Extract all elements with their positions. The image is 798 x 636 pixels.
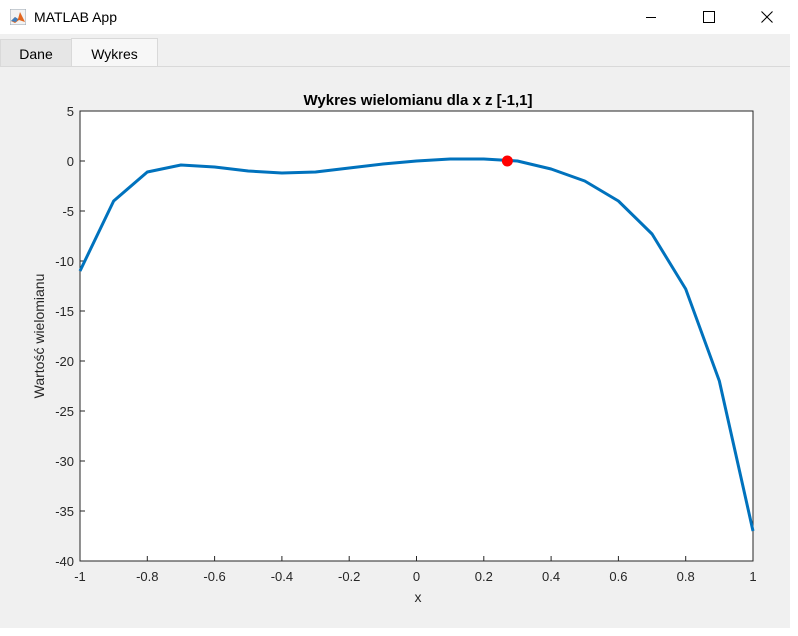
minimize-button[interactable] — [628, 0, 674, 34]
tab-dane[interactable]: Dane — [0, 39, 72, 67]
tab-wykres[interactable]: Wykres — [71, 38, 158, 68]
x-tick-label: 0.4 — [542, 569, 560, 584]
y-axis: 5 0 -5 -10 -15 -20 -25 -30 -35 -40 — [55, 104, 85, 569]
y-axis-label: Wartość wielomianu — [31, 274, 47, 399]
y-tick-label: -15 — [55, 304, 74, 319]
y-tick-label: -30 — [55, 454, 74, 469]
window-frame-bottom — [0, 628, 798, 636]
x-axis-label: x — [415, 589, 422, 605]
matlab-icon — [10, 9, 26, 25]
markers — [501, 155, 513, 167]
tab-wykres-label: Wykres — [91, 45, 138, 62]
tab-dane-label: Dane — [19, 45, 53, 62]
tab-strip: Dane Wykres — [0, 34, 798, 68]
axes-box — [79, 110, 754, 562]
x-tick-label: 0.8 — [677, 569, 695, 584]
x-tick-label: -0.8 — [136, 569, 158, 584]
x-tick-label: -0.6 — [203, 569, 225, 584]
maximize-icon — [703, 11, 715, 23]
y-tick-label: -40 — [55, 554, 74, 569]
x-tick-label: -1 — [74, 569, 86, 584]
point-marker — [501, 155, 513, 167]
window-titlebar: MATLAB App — [0, 0, 798, 34]
y-tick-label: -10 — [55, 254, 74, 269]
minimize-icon — [646, 17, 656, 18]
chart-title: Wykres wielomianu dla x z [-1,1] — [304, 92, 533, 109]
x-tick-label: 0.6 — [609, 569, 627, 584]
close-button[interactable] — [744, 0, 790, 34]
y-tick-label: 5 — [67, 104, 74, 119]
y-tick-label: -25 — [55, 404, 74, 419]
tab-divider — [0, 66, 790, 67]
x-axis: -1 -0.8 -0.6 -0.4 -0.2 0 0.2 0.4 0.6 0.8 1 — [74, 556, 757, 584]
y-tick-label: -20 — [55, 354, 74, 369]
x-tick-label: 0 — [413, 569, 420, 584]
close-icon — [761, 11, 773, 23]
x-tick-label: 1 — [749, 569, 756, 584]
y-tick-label: -35 — [55, 504, 74, 519]
x-tick-label: -0.2 — [338, 569, 360, 584]
x-tick-label: 0.2 — [475, 569, 493, 584]
polynomial-chart[interactable]: -1 -0.8 -0.6 -0.4 -0.2 0 0.2 0.4 0.6 0.8 1 5 0 -5 -10… — [0, 67, 790, 628]
x-tick-label: -0.4 — [271, 569, 293, 584]
y-tick-label: 0 — [67, 154, 74, 169]
tab-panel-wykres: -1 -0.8 -0.6 -0.4 -0.2 0 0.2 0.4 0.6 0.8 1 5 0 -5 -10… — [0, 67, 790, 628]
window-title: MATLAB App — [34, 9, 118, 25]
y-tick-label: -5 — [62, 204, 74, 219]
window-frame-right — [790, 34, 798, 636]
series-line — [78, 157, 755, 532]
maximize-button[interactable] — [686, 0, 732, 34]
